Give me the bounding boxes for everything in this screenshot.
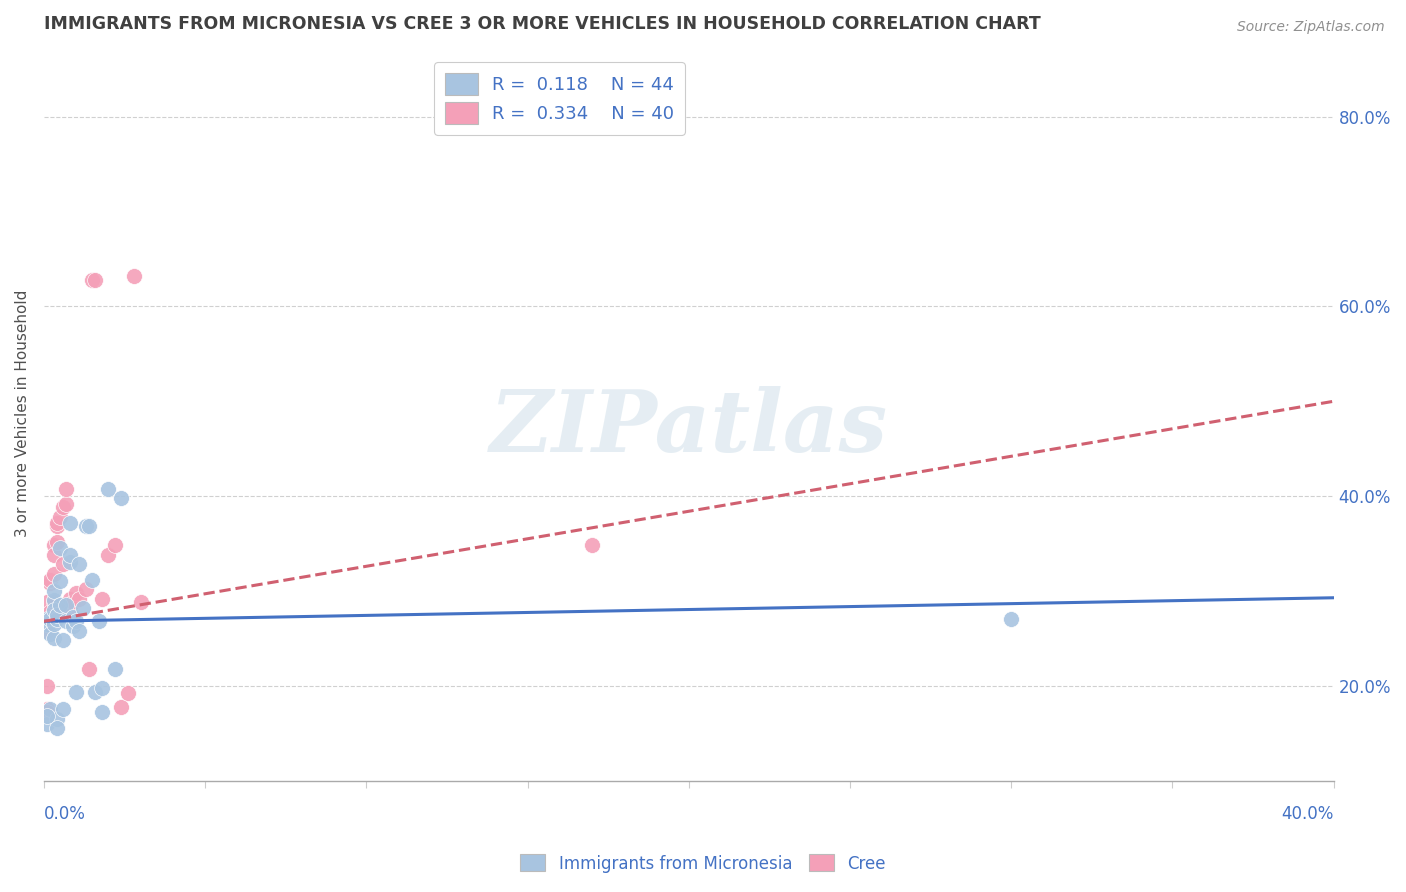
Point [52, 500, 75, 515]
Point [37, 595, 59, 609]
Point [117, 686, 139, 700]
Point [37, 679, 59, 693]
Point [77, 519, 100, 533]
Point [49, 574, 72, 589]
Point [97, 548, 120, 562]
Text: Source: ZipAtlas.com: Source: ZipAtlas.com [1237, 20, 1385, 34]
Point [67, 591, 90, 606]
Text: IMMIGRANTS FROM MICRONESIA VS CREE 3 OR MORE VEHICLES IN HOUSEHOLD CORRELATION C: IMMIGRANTS FROM MICRONESIA VS CREE 3 OR … [44, 15, 1040, 33]
Point [55, 497, 77, 511]
Point [104, 662, 127, 676]
Point [52, 558, 75, 572]
Point [37, 706, 59, 720]
Point [42, 603, 65, 617]
Point [45, 519, 67, 533]
Point [97, 482, 120, 496]
Point [45, 712, 67, 726]
Point [122, 269, 145, 284]
Point [110, 699, 132, 714]
Point [90, 681, 112, 695]
Point [39, 702, 62, 716]
Point [42, 538, 65, 552]
Point [49, 510, 72, 524]
Point [59, 516, 82, 530]
Point [59, 605, 82, 619]
Point [42, 632, 65, 646]
Text: ZIPatlas: ZIPatlas [489, 386, 887, 469]
Point [37, 716, 59, 731]
Point [90, 591, 112, 606]
Point [37, 617, 59, 632]
Point [42, 583, 65, 598]
Point [45, 612, 67, 626]
Point [65, 586, 87, 600]
Point [45, 722, 67, 736]
Point [1000, 612, 1022, 626]
Point [37, 624, 59, 638]
Point [39, 576, 62, 591]
Point [39, 612, 62, 626]
Point [49, 598, 72, 612]
Point [67, 558, 90, 572]
Point [52, 633, 75, 648]
Point [39, 626, 62, 640]
Point [62, 595, 84, 609]
Point [77, 662, 100, 676]
Point [37, 605, 59, 619]
Point [55, 598, 77, 612]
Point [104, 538, 127, 552]
Point [52, 702, 75, 716]
Point [67, 624, 90, 638]
Point [59, 591, 82, 606]
Point [45, 516, 67, 530]
Legend: Immigrants from Micronesia, Cree: Immigrants from Micronesia, Cree [513, 847, 893, 880]
Point [90, 706, 112, 720]
Legend: R =  0.118    N = 44, R =  0.334    N = 40: R = 0.118 N = 44, R = 0.334 N = 40 [434, 62, 685, 135]
Point [39, 612, 62, 626]
Point [39, 573, 62, 587]
Y-axis label: 3 or more Vehicles in Household: 3 or more Vehicles in Household [15, 289, 30, 537]
Point [82, 573, 104, 587]
Point [49, 601, 72, 615]
Point [42, 548, 65, 562]
Point [42, 593, 65, 607]
Point [42, 595, 65, 609]
Text: 0.0%: 0.0% [44, 805, 86, 823]
Point [65, 685, 87, 699]
Point [72, 601, 94, 615]
Point [59, 556, 82, 570]
Point [84, 685, 107, 699]
Point [45, 607, 67, 622]
Point [65, 615, 87, 629]
Point [37, 612, 59, 626]
Point [82, 273, 104, 287]
Point [39, 605, 62, 619]
Point [49, 541, 72, 556]
Point [45, 534, 67, 549]
Point [87, 615, 110, 629]
Text: 40.0%: 40.0% [1281, 805, 1334, 823]
Point [75, 519, 97, 533]
Point [42, 617, 65, 632]
Point [581, 538, 603, 552]
Point [42, 566, 65, 581]
Point [110, 491, 132, 505]
Point [55, 482, 77, 496]
Point [62, 619, 84, 633]
Point [129, 595, 152, 609]
Point [37, 702, 59, 716]
Point [59, 548, 82, 562]
Point [37, 709, 59, 723]
Point [84, 273, 107, 287]
Point [75, 582, 97, 596]
Point [55, 615, 77, 629]
Point [62, 610, 84, 624]
